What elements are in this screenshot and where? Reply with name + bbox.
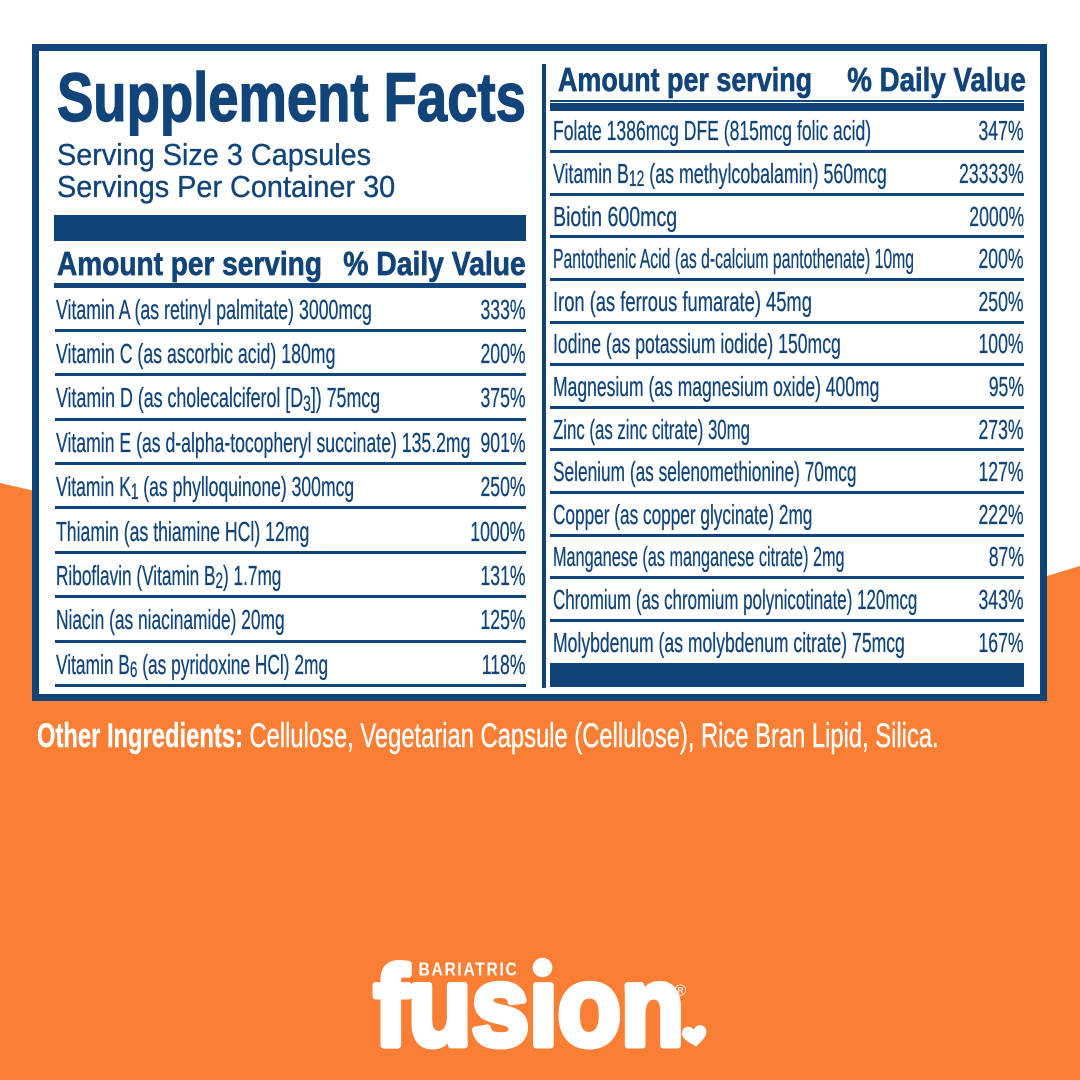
svg-text:fusıon: fusıon — [374, 944, 684, 1069]
svg-text:®: ® — [675, 983, 687, 1000]
svg-text:BARIATRIC: BARIATRIC — [419, 959, 519, 980]
